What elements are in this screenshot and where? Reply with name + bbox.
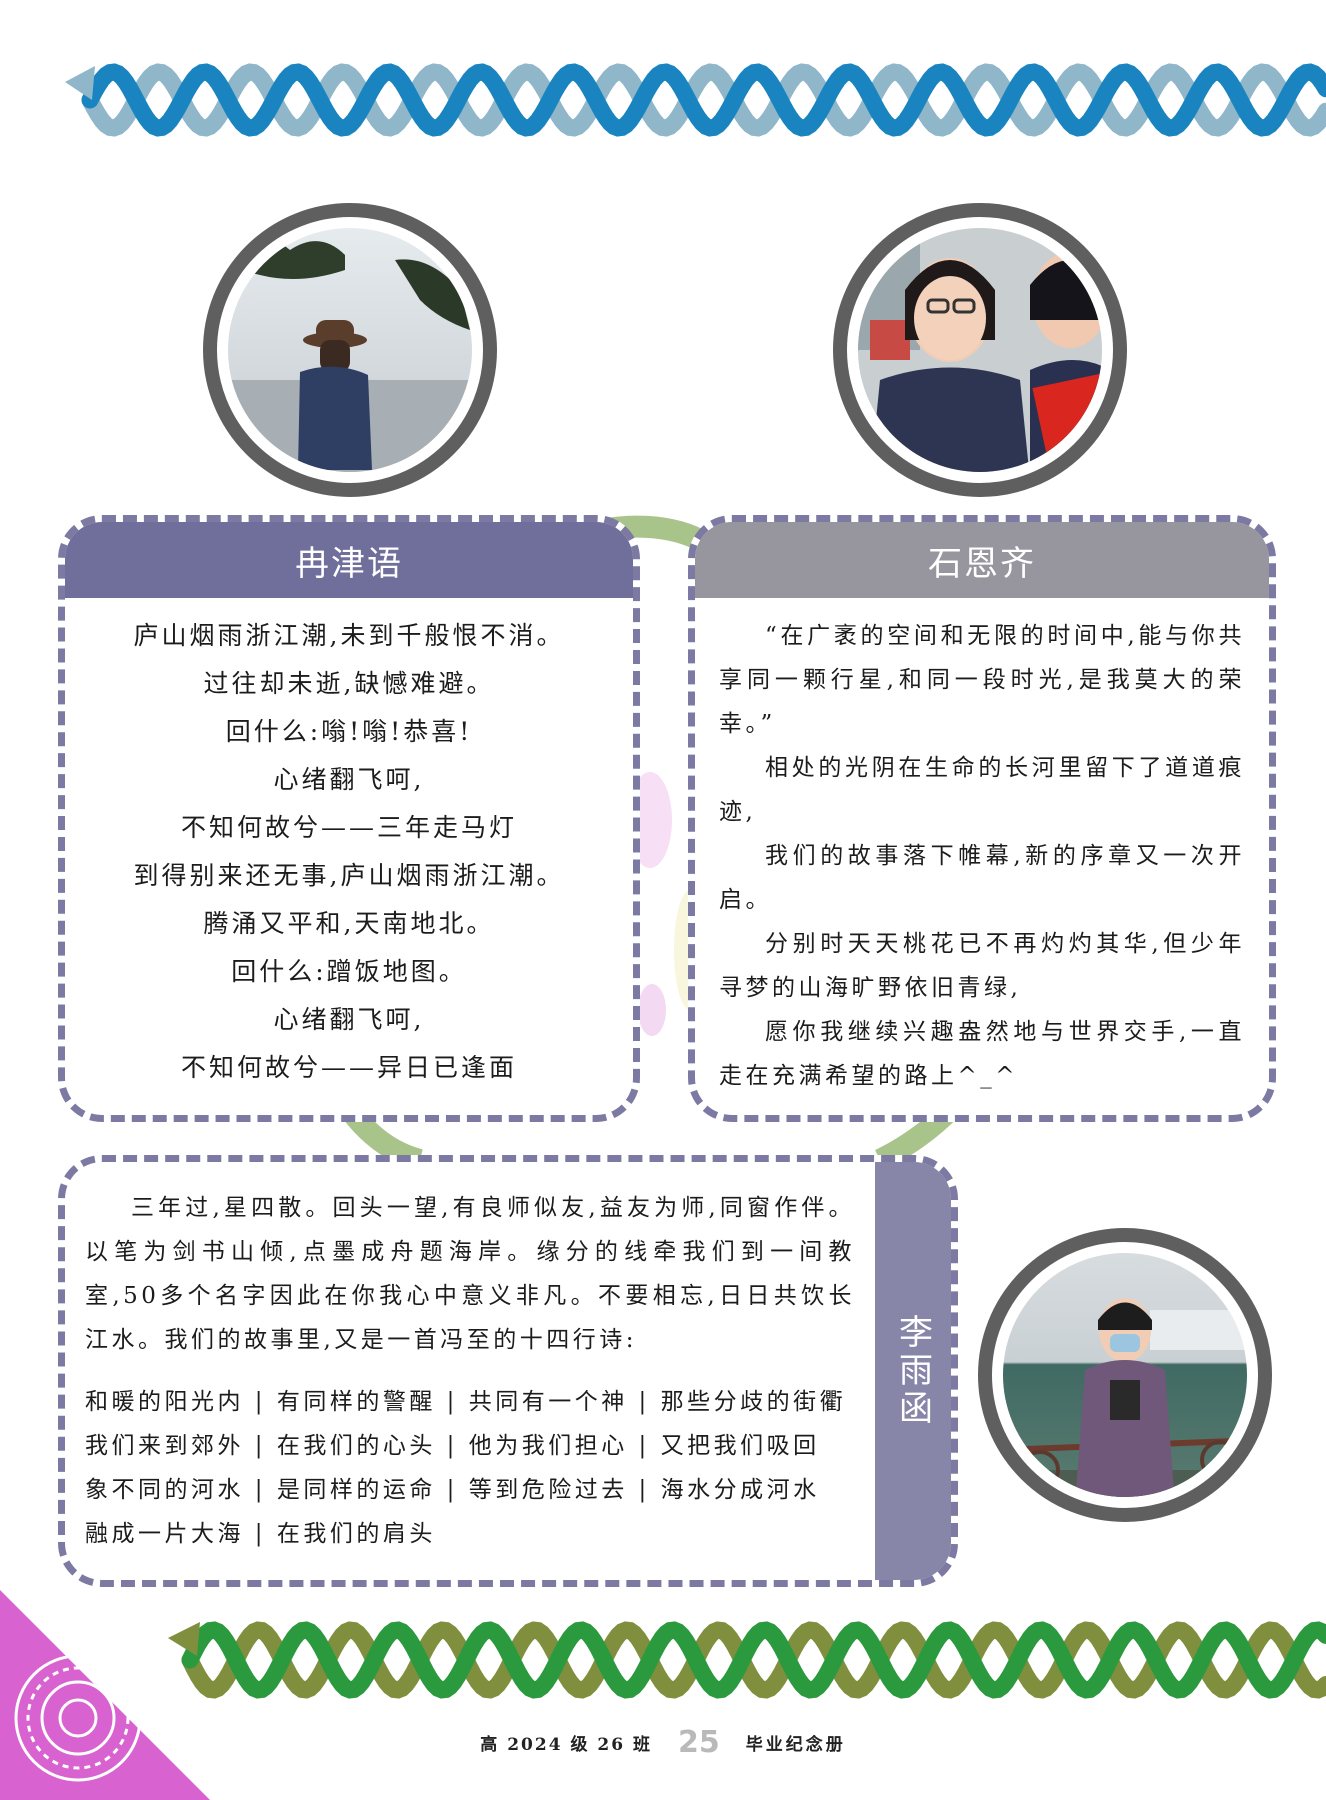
- bottom-helix-olive-strand: [181, 1621, 1326, 1699]
- profile-card-2-text: “在广袤的空间和无限的时间中,能与你共享同一颗行星,和同一段时光,是我莫大的荣幸…: [719, 614, 1245, 1098]
- profile-photo-1: [228, 228, 472, 472]
- profile-card-1-poem: 庐山烟雨浙江潮,未到千般恨不消。 过往却未逝,缺憾难避。 回什么:嗡!嗡!恭喜!…: [65, 612, 633, 1092]
- book-label: 毕业纪念册: [745, 1734, 846, 1755]
- profile-card-3-text: 三年过,星四散。回头一望,有良师似友,益友为师,同窗作伴。以笔为剑书山倾,点墨成…: [85, 1186, 855, 1556]
- page-number: 25: [677, 1724, 720, 1760]
- profile-photo-1-ring: [203, 203, 497, 497]
- top-helix-light-strand: [81, 63, 1326, 137]
- sonnet-line: 和暖的阳光内 | 有同样的警醒 | 共同有一个神 | 那些分歧的街衢: [85, 1389, 847, 1415]
- profile-name-3: 李雨函: [892, 1314, 933, 1428]
- profile-card-2: 石恩齐 “在广袤的空间和无限的时间中,能与你共享同一颗行星,和同一段时光,是我莫…: [688, 515, 1276, 1122]
- profile-photo-2-ring: [833, 203, 1127, 497]
- sonnet-lines: 和暖的阳光内 | 有同样的警醒 | 共同有一个神 | 那些分歧的街衢 我们来到郊…: [85, 1380, 855, 1556]
- sonnet-line: 我们来到郊外 | 在我们的心头 | 他为我们担心 | 又把我们吸回: [85, 1433, 820, 1459]
- top-helix-band: [60, 55, 1326, 155]
- paragraph: 愿你我继续兴趣盎然地与世界交手,一直走在充满希望的路上^_^: [719, 1019, 1245, 1089]
- sonnet-line: 融成一片大海 | 在我们的肩头: [85, 1521, 436, 1547]
- paragraph: “在广袤的空间和无限的时间中,能与你共享同一颗行星,和同一段时光,是我莫大的荣幸…: [719, 623, 1245, 737]
- intro-paragraph: 三年过,星四散。回头一望,有良师似友,益友为师,同窗作伴。以笔为剑书山倾,点墨成…: [85, 1195, 855, 1353]
- poem-line: 不知何故兮——异日已逢面: [180, 1053, 517, 1082]
- paragraph: 分别时天天桃花已不再灼灼其华,但少年寻梦的山海旷野依旧青绿,: [719, 931, 1245, 1001]
- page-footer: 高 2024 级 26 班 25 毕业纪念册: [0, 1722, 1326, 1762]
- profile-card-1-header: 冉津语: [65, 522, 633, 598]
- class-label: 高 2024 级 26 班: [480, 1734, 652, 1755]
- poem-line: 腾涌又平和,天南地北。: [203, 909, 495, 938]
- bottom-helix-green-strand: [181, 1621, 1326, 1699]
- top-helix-arrow-icon: [65, 66, 95, 100]
- top-helix-dark-strand: [81, 63, 1326, 137]
- bottom-helix-band: [168, 1621, 1326, 1699]
- poem-line: 庐山烟雨浙江潮,未到千般恨不消。: [133, 621, 565, 650]
- profile-card-2-header: 石恩齐: [695, 522, 1269, 598]
- poem-line: 回什么:嗡!嗡!恭喜!: [225, 717, 473, 746]
- profile-photo-2: [858, 228, 1102, 472]
- profile-card-1: 冉津语 庐山烟雨浙江潮,未到千般恨不消。 过往却未逝,缺憾难避。 回什么:嗡!嗡…: [58, 515, 640, 1122]
- poem-line: 心绪翻飞呵,: [273, 1005, 425, 1034]
- profile-photo-3: [1003, 1253, 1247, 1497]
- mandala-ornament-icon: [14, 1654, 142, 1782]
- profile-card-3-side-header: 李雨函: [875, 1162, 951, 1580]
- profile-name-2: 石恩齐: [928, 543, 1036, 584]
- poem-line: 回什么:蹭饭地图。: [231, 957, 467, 986]
- paragraph: 相处的光阴在生命的长河里留下了道道痕迹,: [719, 755, 1245, 825]
- profile-name-1: 冉津语: [295, 543, 403, 584]
- poem-line: 不知何故兮——三年走马灯: [180, 813, 517, 842]
- paragraph: 我们的故事落下帷幕,新的序章又一次开启。: [719, 843, 1245, 913]
- sonnet-line: 象不同的河水 | 是同样的运命 | 等到危险过去 | 海水分成河水: [85, 1477, 820, 1503]
- profile-photo-3-ring: [978, 1228, 1272, 1522]
- poem-line: 心绪翻飞呵,: [273, 765, 425, 794]
- poem-line: 到得别来还无事,庐山烟雨浙江潮。: [133, 861, 565, 890]
- bottom-helix-arrow-icon: [168, 1622, 200, 1656]
- poem-line: 过往却未逝,缺憾难避。: [203, 669, 495, 698]
- profile-card-3: 李雨函 三年过,星四散。回头一望,有良师似友,益友为师,同窗作伴。以笔为剑书山倾…: [58, 1155, 958, 1587]
